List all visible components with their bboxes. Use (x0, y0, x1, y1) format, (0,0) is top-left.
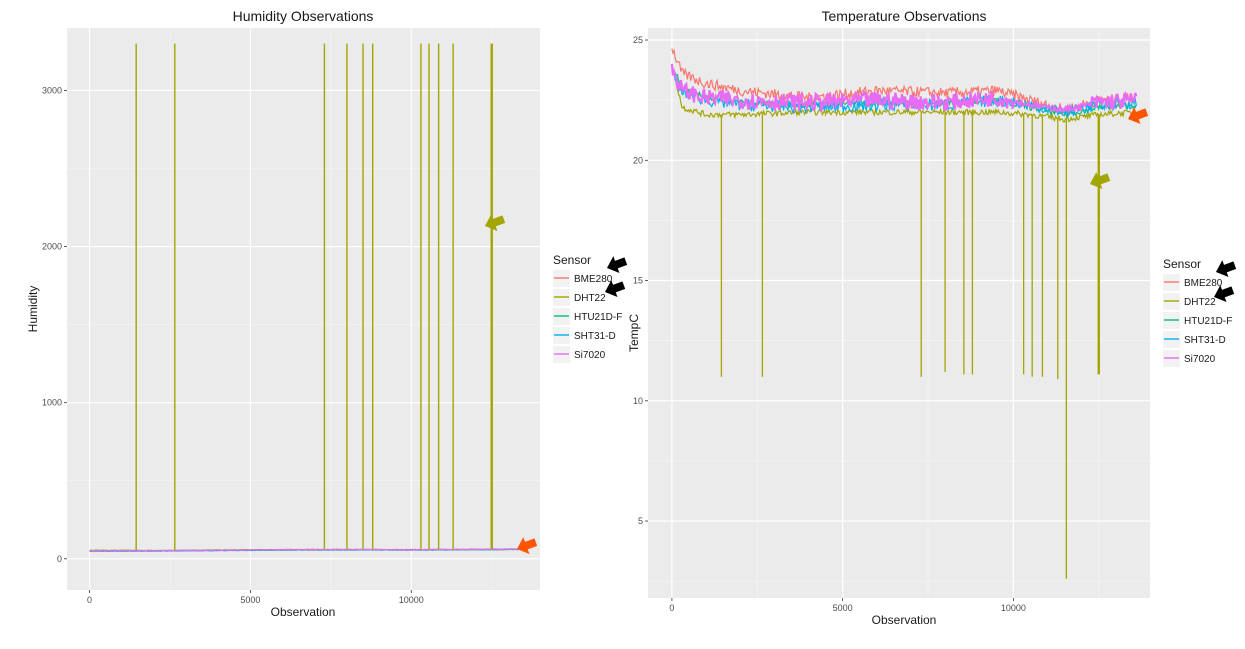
series-line-si7020 (89, 548, 528, 552)
humidity-legend: Sensor BME280 DHT22 HTU21D-F SHT31-D Si7020 (553, 253, 622, 363)
annotation-arrow (605, 280, 626, 298)
annotation-arrow (607, 256, 628, 274)
x-tick-label: 0 (669, 603, 674, 613)
y-tick-label: 20 (633, 155, 643, 165)
legend-label: SHT31-D (1184, 335, 1226, 346)
legend-label: SHT31-D (574, 331, 616, 342)
humidity-series (89, 43, 528, 553)
legend-label: BME280 (574, 274, 613, 285)
temperature-chart-title: Temperature Observations (822, 8, 987, 24)
annotation-arrow (1128, 107, 1149, 125)
x-tick-label: 10000 (399, 595, 424, 605)
annotation-arrow (1214, 285, 1235, 303)
y-tick-label: 25 (633, 35, 643, 45)
temperature-y-axis-label: TempC (627, 314, 641, 352)
legend-label: DHT22 (1184, 297, 1216, 308)
series-line-si7020 (670, 63, 1138, 115)
humidity-x-axis-label: Observation (271, 605, 336, 619)
annotation-arrow (1216, 260, 1237, 278)
y-tick-label: 1000 (42, 398, 62, 408)
humidity-plot-panel (67, 28, 540, 590)
x-tick-label: 5000 (240, 595, 260, 605)
humidity-chart: Humidity Observations 0 5000 10000 0 1000 200… (26, 8, 628, 619)
humidity-chart-title: Humidity Observations (233, 8, 374, 24)
temperature-x-axis-label: Observation (872, 613, 937, 627)
y-tick-label: 3000 (42, 85, 62, 95)
annotation-arrow (485, 214, 506, 232)
temperature-legend: Sensor BME280 DHT22 HTU21D-F SHT31-D Si7020 (1163, 257, 1232, 367)
x-tick-label: 10000 (1001, 603, 1026, 613)
temperature-legend-title: Sensor (1163, 257, 1201, 271)
series-line-dht22 (671, 66, 1137, 123)
annotation-arrow (517, 537, 538, 555)
legend-label: HTU21D-F (1184, 316, 1232, 327)
y-tick-label: 10 (633, 396, 643, 406)
temperature-ticks: 0 5000 10000 5 10 15 20 25 (633, 35, 1026, 613)
y-tick-label: 5 (638, 516, 643, 526)
humidity-y-axis-label: Humidity (26, 286, 40, 333)
legend-label: Si7020 (1184, 354, 1216, 365)
x-tick-label: 5000 (833, 603, 853, 613)
y-tick-label: 0 (57, 554, 62, 564)
y-tick-label: 15 (633, 276, 643, 286)
y-tick-label: 2000 (42, 242, 62, 252)
legend-label: Si7020 (574, 350, 606, 361)
legend-label: HTU21D-F (574, 312, 622, 323)
temperature-series (670, 48, 1138, 579)
legend-label: DHT22 (574, 293, 606, 304)
humidity-annotations (485, 214, 628, 555)
temperature-annotations (1090, 107, 1237, 303)
legend-label: BME280 (1184, 278, 1223, 289)
x-tick-label: 0 (87, 595, 92, 605)
temperature-chart: Temperature Observations 0 5000 10000 5 10 15… (627, 8, 1237, 627)
humidity-grid (67, 28, 540, 590)
annotation-arrow (1090, 172, 1111, 190)
humidity-ticks: 0 5000 10000 0 1000 2000 3000 (42, 85, 424, 605)
humidity-legend-title: Sensor (553, 253, 591, 267)
